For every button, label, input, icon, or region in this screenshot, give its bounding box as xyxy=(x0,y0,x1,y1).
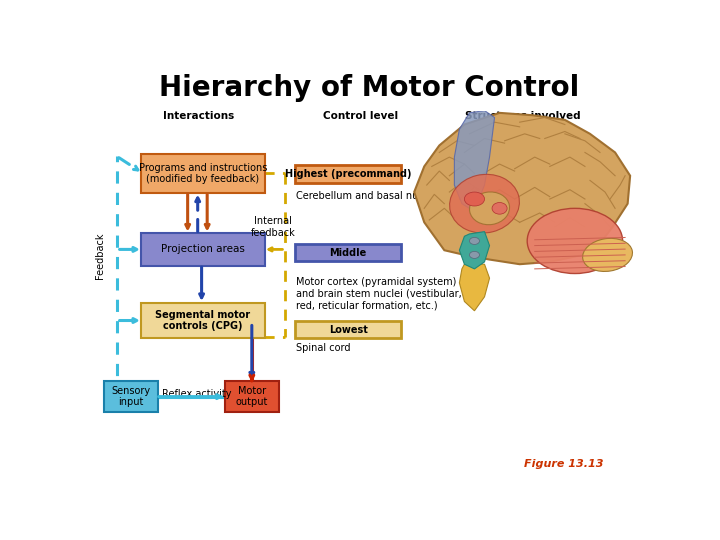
FancyBboxPatch shape xyxy=(141,154,265,193)
FancyBboxPatch shape xyxy=(294,321,401,339)
FancyBboxPatch shape xyxy=(141,302,265,339)
FancyBboxPatch shape xyxy=(104,381,158,412)
Text: Control level: Control level xyxy=(323,111,398,120)
Text: Internal
feedback: Internal feedback xyxy=(251,216,295,238)
Text: Reflex activity: Reflex activity xyxy=(162,389,231,399)
Text: Lowest: Lowest xyxy=(328,325,367,335)
FancyBboxPatch shape xyxy=(225,381,279,412)
Text: Sensory
input: Sensory input xyxy=(111,386,150,407)
Text: Middle: Middle xyxy=(330,248,366,258)
FancyBboxPatch shape xyxy=(294,244,401,261)
Text: Programs and instructions
(modified by feedback): Programs and instructions (modified by f… xyxy=(139,163,267,184)
Text: Hierarchy of Motor Control: Hierarchy of Motor Control xyxy=(159,73,579,102)
Text: Spinal cord: Spinal cord xyxy=(297,343,351,353)
Text: Motor
output: Motor output xyxy=(235,386,268,407)
Text: Interactions: Interactions xyxy=(163,111,235,120)
Text: Figure 13.13: Figure 13.13 xyxy=(524,459,603,469)
FancyBboxPatch shape xyxy=(141,233,265,266)
Text: Projection areas: Projection areas xyxy=(161,245,245,254)
Text: Feedback: Feedback xyxy=(95,233,105,279)
Text: Segmental motor
controls (CPG): Segmental motor controls (CPG) xyxy=(156,310,251,332)
Text: Cerebellum and basal nuclei: Cerebellum and basal nuclei xyxy=(297,191,436,201)
Text: Highest (precommand): Highest (precommand) xyxy=(285,169,411,179)
Text: Structures involved: Structures involved xyxy=(464,111,580,120)
FancyBboxPatch shape xyxy=(294,165,401,183)
Text: Motor cortex (pyramidal system)
and brain stem nuclei (vestibular,
red, reticula: Motor cortex (pyramidal system) and brai… xyxy=(297,277,462,310)
